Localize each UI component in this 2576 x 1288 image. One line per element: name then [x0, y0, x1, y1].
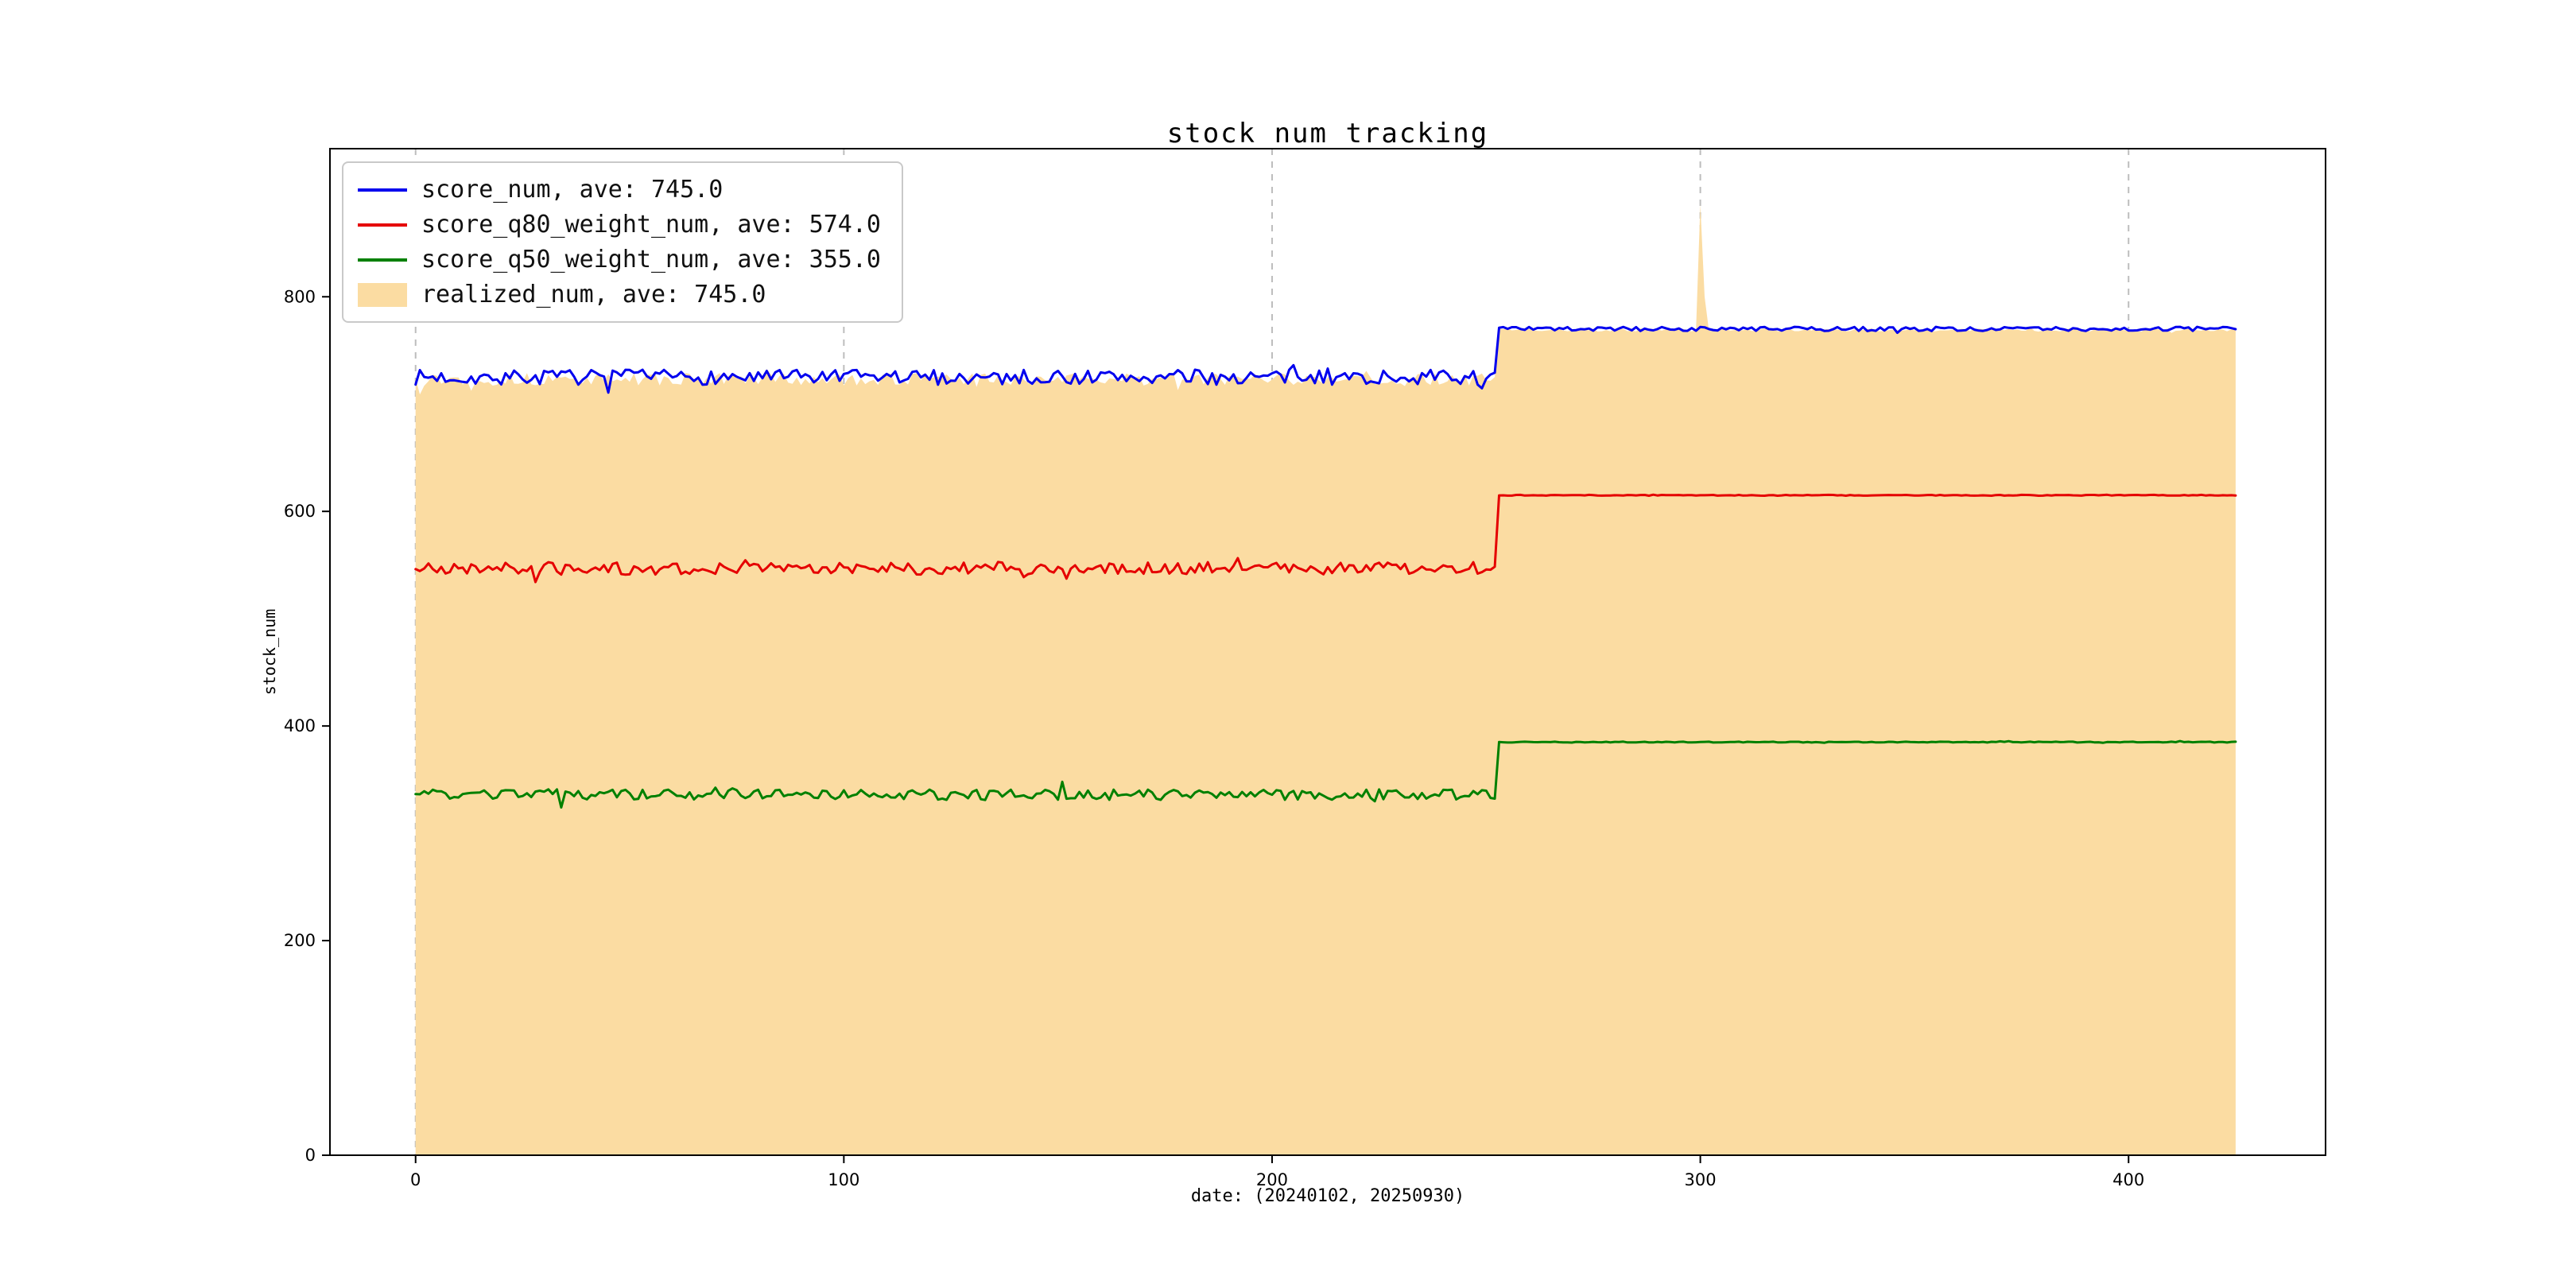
svg-text:300: 300 [1685, 1170, 1717, 1189]
x-axis-label: date: (20240102, 20250930) [1190, 1186, 1465, 1206]
legend-item-score-q50-weight-num: score_q50_weight_num, ave: 355.0 [358, 246, 881, 274]
svg-text:0: 0 [305, 1146, 316, 1165]
svg-text:400: 400 [2112, 1170, 2144, 1189]
legend: score_num, ave: 745.0 score_q80_weight_n… [342, 161, 903, 323]
blue-line-swatch-icon [358, 188, 407, 192]
svg-text:400: 400 [284, 716, 316, 735]
svg-text:0: 0 [410, 1170, 421, 1189]
chart-title: stock num tracking [1166, 118, 1489, 149]
svg-text:100: 100 [828, 1170, 859, 1189]
legend-label: score_q80_weight_num, ave: 574.0 [421, 211, 881, 239]
legend-label: score_q50_weight_num, ave: 355.0 [421, 246, 881, 274]
legend-item-score-num: score_num, ave: 745.0 [358, 176, 881, 204]
legend-item-realized-num: realized_num, ave: 745.0 [358, 281, 881, 308]
legend-item-score-q80-weight-num: score_q80_weight_num, ave: 574.0 [358, 211, 881, 239]
svg-text:200: 200 [284, 931, 316, 950]
svg-text:600: 600 [284, 502, 316, 521]
red-line-swatch-icon [358, 223, 407, 227]
legend-label: realized_num, ave: 745.0 [421, 281, 766, 308]
orange-area-swatch-icon [358, 282, 407, 307]
y-axis-label: stock_num [260, 608, 279, 696]
svg-text:200: 200 [1256, 1170, 1288, 1189]
svg-text:800: 800 [284, 287, 316, 306]
legend-label: score_num, ave: 745.0 [421, 176, 724, 204]
green-line-swatch-icon [358, 258, 407, 262]
